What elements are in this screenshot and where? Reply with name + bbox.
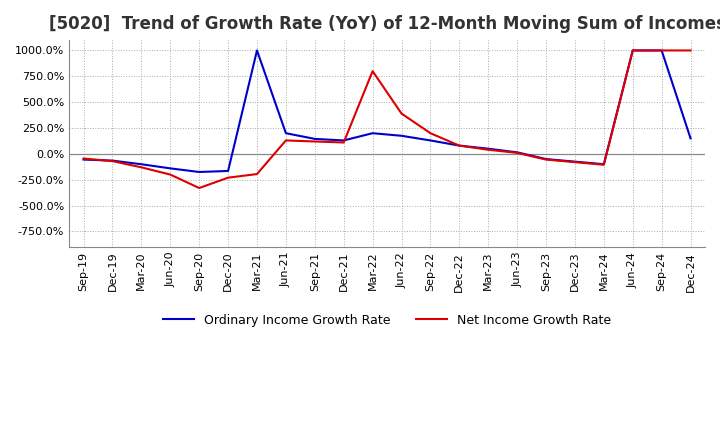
Net Income Growth Rate <box>600 162 608 167</box>
Net Income Growth Rate <box>339 140 348 145</box>
Legend: Ordinary Income Growth Rate, Net Income Growth Rate: Ordinary Income Growth Rate, Net Income … <box>158 309 616 332</box>
Ordinary Income Growth Rate <box>79 157 88 162</box>
Ordinary Income Growth Rate <box>310 136 319 142</box>
Net Income Growth Rate <box>513 150 521 155</box>
Net Income Growth Rate <box>310 139 319 144</box>
Ordinary Income Growth Rate <box>541 156 550 161</box>
Ordinary Income Growth Rate <box>282 131 290 136</box>
Ordinary Income Growth Rate <box>571 159 580 164</box>
Net Income Growth Rate <box>195 185 204 191</box>
Net Income Growth Rate <box>137 165 145 170</box>
Net Income Growth Rate <box>282 138 290 143</box>
Ordinary Income Growth Rate <box>484 146 492 151</box>
Net Income Growth Rate <box>397 111 406 116</box>
Net Income Growth Rate <box>166 172 174 177</box>
Line: Net Income Growth Rate: Net Income Growth Rate <box>84 51 690 188</box>
Net Income Growth Rate <box>686 48 695 53</box>
Ordinary Income Growth Rate <box>224 169 233 174</box>
Net Income Growth Rate <box>369 69 377 74</box>
Ordinary Income Growth Rate <box>369 131 377 136</box>
Ordinary Income Growth Rate <box>137 161 145 167</box>
Title: [5020]  Trend of Growth Rate (YoY) of 12-Month Moving Sum of Incomes: [5020] Trend of Growth Rate (YoY) of 12-… <box>48 15 720 33</box>
Net Income Growth Rate <box>541 157 550 162</box>
Net Income Growth Rate <box>484 147 492 152</box>
Ordinary Income Growth Rate <box>426 138 435 143</box>
Ordinary Income Growth Rate <box>513 150 521 155</box>
Line: Ordinary Income Growth Rate: Ordinary Income Growth Rate <box>84 51 690 172</box>
Ordinary Income Growth Rate <box>600 161 608 167</box>
Ordinary Income Growth Rate <box>339 138 348 143</box>
Ordinary Income Growth Rate <box>253 48 261 53</box>
Net Income Growth Rate <box>108 158 117 164</box>
Net Income Growth Rate <box>657 48 666 53</box>
Net Income Growth Rate <box>629 48 637 53</box>
Ordinary Income Growth Rate <box>657 48 666 53</box>
Ordinary Income Growth Rate <box>108 158 117 163</box>
Ordinary Income Growth Rate <box>397 133 406 139</box>
Net Income Growth Rate <box>253 172 261 177</box>
Ordinary Income Growth Rate <box>455 143 464 148</box>
Ordinary Income Growth Rate <box>629 48 637 53</box>
Net Income Growth Rate <box>224 175 233 180</box>
Ordinary Income Growth Rate <box>195 169 204 175</box>
Net Income Growth Rate <box>79 156 88 161</box>
Ordinary Income Growth Rate <box>686 136 695 141</box>
Ordinary Income Growth Rate <box>166 166 174 171</box>
Net Income Growth Rate <box>426 131 435 136</box>
Net Income Growth Rate <box>571 160 580 165</box>
Net Income Growth Rate <box>455 143 464 148</box>
